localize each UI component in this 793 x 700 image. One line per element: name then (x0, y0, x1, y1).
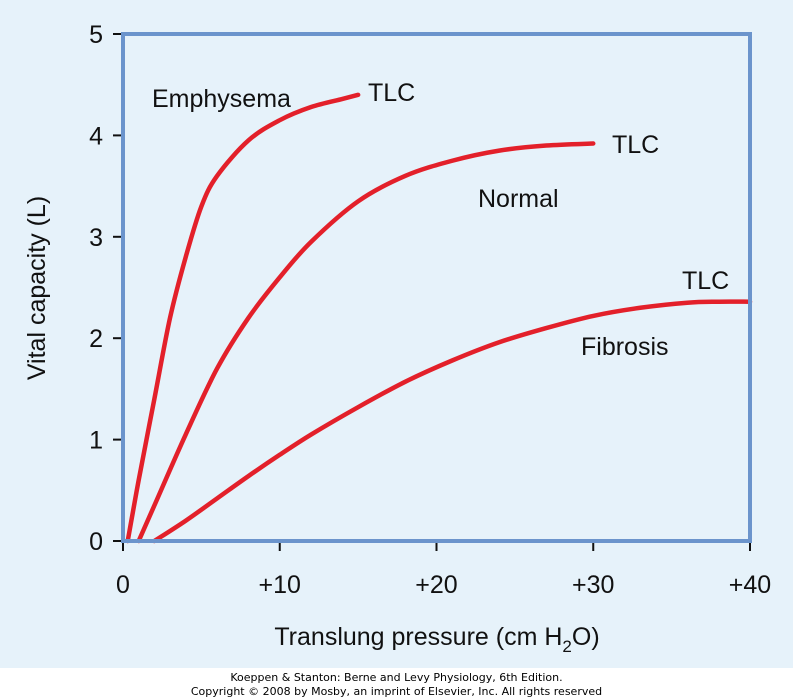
tlc-label-emphysema: TLC (368, 79, 415, 107)
tlc-label-fibrosis: TLC (682, 267, 729, 295)
curve-normal (136, 141, 596, 544)
series-label-normal: Normal (478, 185, 559, 213)
y-axis-label: Vital capacity (L) (23, 196, 51, 380)
x-tick-label-0: 0 (116, 571, 130, 599)
series-label-emphysema: Emphysema (152, 85, 291, 113)
curve-emphysema (125, 92, 361, 544)
curve-fibrosis (152, 299, 753, 544)
chart-background (0, 0, 793, 668)
y-tick-label-3: 3 (89, 224, 103, 252)
compliance-chart: 0 1 2 3 4 5 0 +10 +20 +30 +40 Emphysema TLC Normal TL… (0, 0, 793, 668)
y-tick-label-2: 2 (89, 325, 103, 353)
axes-frame (121, 32, 752, 543)
x-tick-label-4: +40 (729, 571, 771, 599)
y-tick-label-0: 0 (89, 528, 103, 556)
tlc-label-normal: TLC (612, 131, 659, 159)
x-tick-label-3: +30 (572, 571, 614, 599)
y-tick-label-1: 1 (89, 427, 103, 455)
labels-group: Emphysema TLC Normal TLC Fibrosis TLC (152, 79, 729, 361)
y-tick-label-4: 4 (89, 122, 103, 150)
x-tick-label-2: +20 (415, 571, 457, 599)
credit-line-2: Copyright © 2008 by Mosby, an imprint of… (190, 685, 603, 698)
series-label-fibrosis: Fibrosis (581, 333, 669, 361)
chart-panel: 0 1 2 3 4 5 0 +10 +20 +30 +40 Emphysema TLC Normal TL… (0, 0, 793, 668)
x-tick-label-1: +10 (259, 571, 301, 599)
credit-line-1: Koeppen & Stanton: Berne and Levy Physio… (230, 671, 563, 684)
y-tick-label-5: 5 (89, 21, 103, 49)
ticks-group: 0 1 2 3 4 5 0 +10 +20 +30 +40 (89, 21, 771, 599)
x-axis-label: Translung pressure (cm H2O) (274, 623, 599, 656)
curves-group (125, 92, 753, 544)
